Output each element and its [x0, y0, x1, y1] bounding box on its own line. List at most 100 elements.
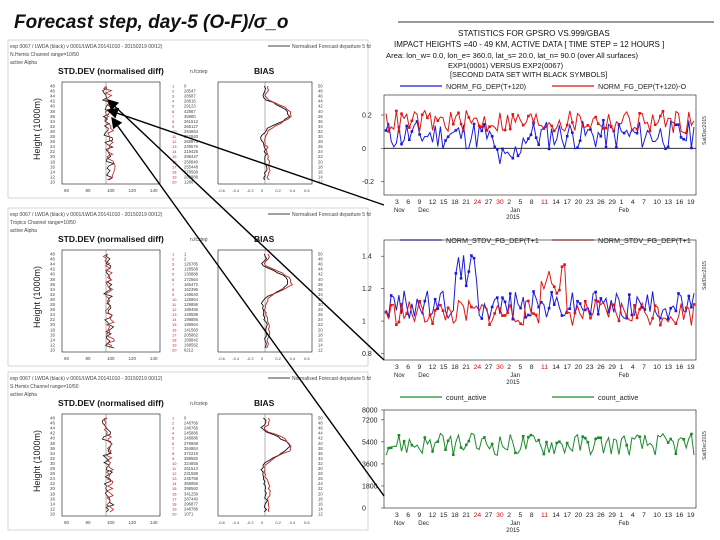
series-marker — [558, 440, 561, 444]
level-number: 34 — [318, 456, 323, 461]
series-marker — [459, 122, 463, 126]
level-number: 44 — [318, 431, 323, 436]
count-value: 125864 — [184, 297, 199, 302]
count-value: 248766 — [184, 421, 199, 426]
x-tick-label: 120 — [129, 188, 137, 193]
series-marker — [397, 433, 401, 437]
timeseries-panel-2: NORM_STDV_FG_DEP(T+1 NORM_STDV_FG_DEP(T+1… — [362, 236, 708, 386]
x-day-label: 10 — [653, 364, 661, 371]
x-day-label: 29 — [608, 364, 616, 371]
legend-label: NORM_STDV_FG_DEP(T+1 — [446, 236, 539, 245]
x-day-label: 8 — [530, 199, 534, 206]
x-day-label: 4 — [631, 364, 635, 371]
count-index: 8 — [172, 119, 175, 124]
series-marker — [467, 270, 471, 273]
series-marker — [560, 314, 564, 317]
level-number: 44 — [318, 267, 323, 272]
y-tick-label: 44 — [50, 94, 56, 99]
x-day-label: 12 — [429, 512, 437, 519]
series-marker — [501, 314, 504, 317]
level-number: 22 — [318, 322, 323, 327]
count-value: 1286 — [184, 180, 194, 185]
x-day-label: 19 — [687, 364, 695, 371]
level-number: 20 — [318, 159, 323, 164]
series-marker — [599, 297, 603, 300]
series-marker — [527, 313, 530, 317]
count-value: 28547 — [184, 89, 196, 94]
count-index: 9 — [172, 456, 175, 461]
count-index: 10 — [172, 297, 177, 302]
series-marker — [638, 112, 641, 115]
panel-region: Tropics Channel range=10/50 — [10, 220, 76, 226]
y-tick-label: 24 — [50, 476, 56, 481]
x-day-label: 18 — [451, 364, 459, 371]
series-marker — [503, 300, 507, 304]
level-number: 22 — [318, 486, 323, 491]
count-index: 15 — [172, 322, 177, 327]
count-index: 8 — [172, 451, 175, 456]
slide-title: Forecast step, day-5 (O-F)/σ_o — [14, 12, 289, 33]
series-marker — [532, 121, 535, 124]
y-tick-label: 22 — [50, 317, 56, 322]
x-tick-label: 140 — [150, 520, 158, 525]
level-number: 26 — [318, 476, 323, 481]
bias-x-tick-label: -0.4 — [232, 356, 240, 361]
count-index: 18 — [172, 169, 177, 174]
series-marker — [405, 312, 409, 315]
series-marker — [653, 304, 657, 307]
series-marker — [511, 156, 515, 160]
series-marker — [596, 122, 600, 126]
count-value: 372219 — [184, 451, 199, 456]
y-tick-label: 32 — [50, 292, 56, 297]
level-number: 28 — [318, 471, 323, 476]
series-marker — [576, 146, 579, 149]
y-tick-label: 48 — [50, 252, 56, 257]
series-marker — [589, 128, 592, 131]
count-value: 162396 — [184, 287, 199, 292]
series-marker — [488, 125, 491, 128]
x-month-label: 2015 — [506, 528, 520, 534]
level-number: 16 — [318, 337, 323, 342]
y-tick-label: 5400 — [362, 439, 378, 446]
series-marker — [459, 446, 463, 449]
panel-header: exp 0067 / LWDA (black) v 0001/LWDA 2014… — [10, 376, 163, 382]
count-value: 255448 — [184, 164, 199, 169]
series-marker — [578, 302, 582, 305]
y-tick-label: 30 — [50, 297, 56, 302]
series-marker — [659, 316, 662, 320]
series-marker — [436, 307, 440, 311]
count-index: 2 — [172, 89, 175, 94]
legend-label: NORM_FG_DEP(T+120) — [446, 82, 526, 91]
panel-header: exp 0067 / LWDA (black) v 0001/LWDA 2014… — [10, 212, 163, 218]
level-number: 34 — [318, 292, 323, 297]
count-index: 19 — [172, 342, 177, 347]
series-marker — [690, 432, 693, 436]
series-marker — [550, 290, 553, 294]
x-tick-label: 60 — [64, 520, 70, 525]
x-day-label: 7 — [642, 199, 646, 206]
x-day-label: 17 — [563, 364, 571, 371]
count-index: 17 — [172, 332, 177, 337]
x-day-label: 16 — [676, 199, 684, 206]
y-tick-label: 46 — [50, 421, 56, 426]
series-marker — [527, 435, 530, 439]
series-marker — [542, 452, 546, 456]
series-marker — [669, 437, 673, 441]
series-marker — [446, 306, 450, 310]
series-marker — [524, 315, 528, 319]
bias-title: BIAS — [254, 66, 275, 76]
x-day-label: 23 — [586, 199, 594, 206]
y-tick-label: 0.8 — [362, 351, 372, 358]
series-marker — [537, 305, 541, 309]
bias-x-tick-label: -0.2 — [247, 520, 255, 525]
count-index: 10 — [172, 129, 177, 134]
count-index: 5 — [172, 104, 175, 109]
series-marker — [684, 306, 688, 310]
level-number: 32 — [318, 129, 323, 134]
x-day-label: 27 — [485, 199, 493, 206]
count-index: 9 — [172, 292, 175, 297]
series-marker — [552, 129, 556, 133]
series-marker — [677, 123, 680, 126]
y-tick-label: 18 — [50, 491, 56, 496]
series-marker — [633, 304, 636, 307]
